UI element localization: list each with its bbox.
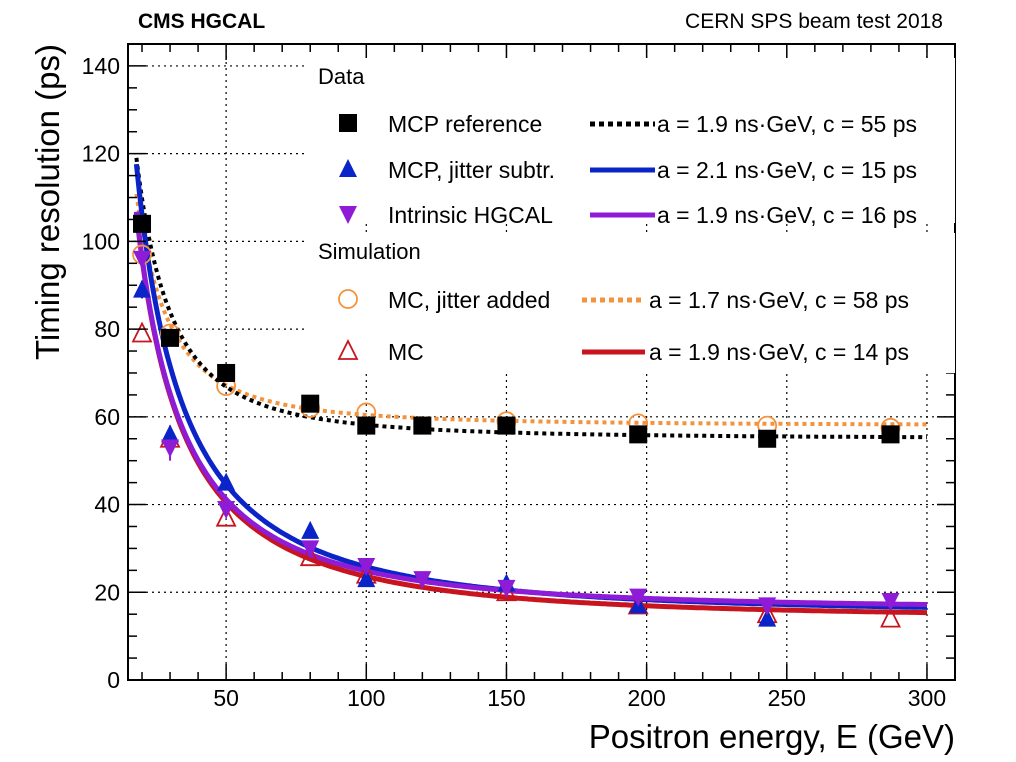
data-point-mcp_ref bbox=[413, 416, 432, 435]
data-point-mcp_jitter bbox=[217, 472, 236, 491]
header-left: CMS HGCAL bbox=[138, 10, 265, 33]
y-tick-label: 60 bbox=[94, 404, 120, 430]
data-point-intrinsic bbox=[217, 500, 236, 519]
data-point-intrinsic bbox=[413, 571, 432, 590]
data-point-mcp_jitter bbox=[758, 608, 777, 627]
y-tick-label: 0 bbox=[107, 667, 120, 693]
y-tick-label: 100 bbox=[82, 228, 120, 254]
data-point-mc bbox=[215, 505, 237, 527]
legend-label-intrinsic: Intrinsic HGCAL bbox=[388, 202, 553, 228]
x-tick-label: 150 bbox=[487, 685, 525, 711]
legend-marker-mc_jitter bbox=[338, 289, 358, 309]
data-markers bbox=[131, 214, 901, 628]
data-point-mcp_ref bbox=[217, 363, 236, 382]
legend-bg-top bbox=[305, 58, 955, 223]
data-point-intrinsic bbox=[758, 597, 777, 616]
legend-heading-data: Data bbox=[318, 64, 365, 89]
legend-marker-mcp_jitter bbox=[339, 159, 357, 177]
legend-fit-label-mcp_ref: a = 1.9 ns·GeV, c = 55 ps bbox=[657, 111, 917, 137]
data-point-intrinsic bbox=[133, 250, 152, 269]
data-point-mcp_jitter bbox=[301, 520, 320, 539]
y-tick-label: 20 bbox=[94, 579, 120, 605]
legend-marker-mcp_ref bbox=[339, 114, 357, 132]
legend-heading-simulation: Simulation bbox=[318, 239, 421, 264]
data-point-intrinsic bbox=[629, 588, 648, 607]
x-tick-label: 250 bbox=[768, 685, 806, 711]
data-point-mcp_jitter bbox=[161, 424, 180, 443]
legend-label-mc_jitter: MC, jitter added bbox=[388, 287, 550, 313]
data-point-mcp_ref bbox=[758, 429, 777, 448]
fit-curve-mc bbox=[133, 212, 927, 616]
x-tick-label: 100 bbox=[347, 685, 385, 711]
data-point-mcp_ref bbox=[357, 416, 376, 435]
data-point-mc bbox=[131, 321, 153, 343]
fit-curve-mc_jitter bbox=[134, 193, 927, 427]
data-point-intrinsic bbox=[497, 579, 516, 598]
tick-labels: 50 100 150 200 250 300 0 20 40 60 80 100 120 140 bbox=[82, 53, 947, 711]
legend-fit-label-mcp_jitter: a = 2.1 ns·GeV, c = 15 ps bbox=[657, 157, 917, 183]
y-tick-label: 140 bbox=[82, 53, 120, 79]
legend-label-mc: MC bbox=[388, 339, 424, 365]
legend-entries: MCP reference a = 1.9 ns·GeV, c = 55 ps MC… bbox=[337, 111, 917, 365]
data-point-mc bbox=[299, 545, 321, 567]
legend-marker-mc bbox=[337, 338, 359, 360]
data-point-mcp_jitter bbox=[357, 569, 376, 588]
y-tick-label: 120 bbox=[82, 141, 120, 167]
data-point-intrinsic bbox=[881, 593, 900, 612]
y-axis-title: Timing resolution (ps) bbox=[29, 44, 66, 360]
data-point-mcp_ref bbox=[629, 425, 648, 444]
data-point-mcp_ref bbox=[133, 214, 152, 233]
axis-ticks bbox=[128, 44, 955, 681]
legend-fit-label-mc: a = 1.9 ns·GeV, c = 14 ps bbox=[649, 339, 909, 365]
data-point-intrinsic bbox=[161, 439, 180, 458]
legend-marker-intrinsic bbox=[339, 206, 357, 224]
legend-fit-label-mc_jitter: a = 1.7 ns·GeV, c = 58 ps bbox=[649, 287, 909, 313]
x-tick-label: 300 bbox=[908, 685, 946, 711]
x-tick-label: 200 bbox=[627, 685, 665, 711]
data-point-mcp_jitter bbox=[133, 279, 152, 298]
header-right: CERN SPS beam test 2018 bbox=[685, 10, 943, 33]
legend: Data Simulation MCP reference a = 1.9 ns·… bbox=[305, 58, 955, 373]
legend-label-mcp_ref: MCP reference bbox=[388, 111, 542, 137]
fit-curve-intrinsic bbox=[133, 211, 927, 607]
data-point-mcp_ref bbox=[497, 416, 516, 435]
data-point-mcp_ref bbox=[301, 394, 320, 413]
data-point-mcp_ref bbox=[161, 328, 180, 347]
data-point-intrinsic bbox=[357, 557, 376, 576]
x-tick-label: 50 bbox=[213, 685, 239, 711]
data-point-intrinsic bbox=[301, 540, 320, 559]
legend-fit-label-intrinsic: a = 1.9 ns·GeV, c = 16 ps bbox=[657, 202, 917, 228]
x-axis-title: Positron energy, E (GeV) bbox=[589, 718, 955, 755]
legend-label-mcp_jitter: MCP, jitter subtr. bbox=[388, 157, 555, 183]
data-point-mc bbox=[880, 606, 901, 628]
y-tick-label: 80 bbox=[94, 316, 120, 342]
fit-curve-mcp_jitter bbox=[133, 163, 927, 610]
data-point-mcp_ref bbox=[881, 425, 900, 444]
y-tick-label: 40 bbox=[94, 492, 120, 518]
fit-curves bbox=[133, 157, 927, 616]
fit-curve-mcp_ref bbox=[134, 157, 927, 440]
